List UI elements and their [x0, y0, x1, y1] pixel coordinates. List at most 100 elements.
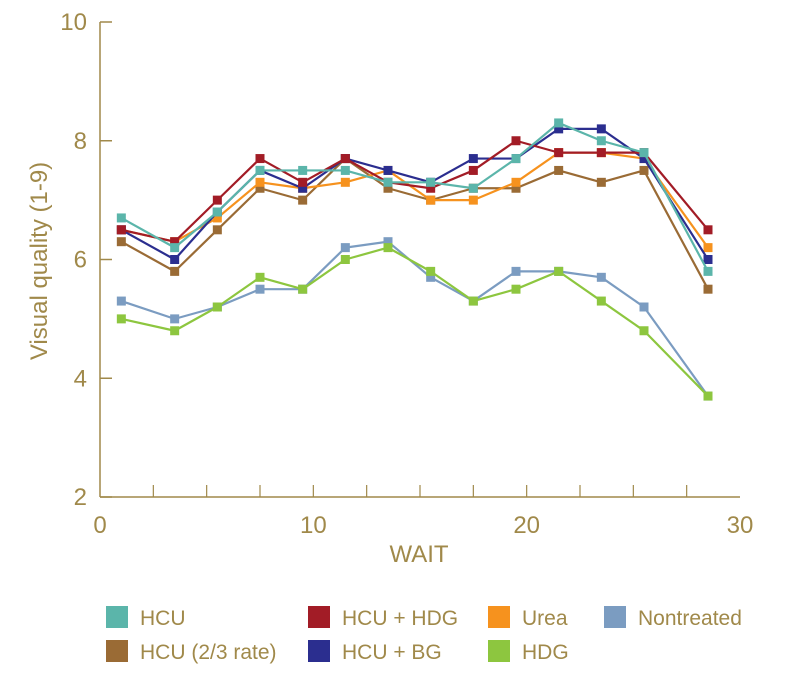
axes: 2 4 6 8 10 0 10 20 30: [60, 9, 753, 539]
data-point: [212, 225, 222, 235]
legend-label: HCU + BG: [342, 641, 442, 664]
y-tick-label: 10: [60, 9, 87, 36]
data-point: [383, 177, 393, 187]
data-point: [468, 183, 478, 193]
data-point: [340, 243, 350, 253]
legend-item-hcu-2-3-rate: HCU (2/3 rate): [106, 640, 277, 664]
data-point: [383, 183, 393, 193]
data-point: [426, 272, 436, 282]
data-point: [298, 284, 308, 294]
data-point: [298, 177, 308, 187]
data-point: [703, 225, 713, 235]
legend: HCU HCU + HDG Urea Nontreated HCU (2/3 rate)…: [106, 606, 742, 664]
series-line: [121, 139, 709, 243]
data-point: [116, 296, 126, 306]
data-point: [116, 314, 126, 324]
data-point: [639, 302, 649, 312]
series-line: [120, 240, 709, 397]
data-point: [468, 154, 478, 164]
legend-swatch: [488, 640, 510, 662]
axis-labels: WAIT Visual quality (1-9): [26, 162, 449, 568]
x-tick-label: 30: [727, 512, 754, 539]
data-point: [298, 183, 308, 193]
data-point: [170, 314, 180, 324]
legend-label: Nontreated: [638, 607, 742, 630]
y-tick-label: 4: [74, 365, 87, 392]
data-point: [703, 391, 713, 401]
data-point: [703, 243, 713, 253]
data-point: [511, 266, 521, 276]
data-point: [170, 237, 180, 247]
legend-label: HCU (2/3 rate): [140, 641, 277, 664]
y-tick-label: 8: [74, 128, 87, 155]
x-tick-label: 10: [300, 512, 327, 539]
series-hcu: [116, 118, 713, 276]
data-point: [255, 272, 265, 282]
data-point: [468, 195, 478, 205]
series-urea: [116, 148, 713, 253]
data-point: [212, 195, 222, 205]
data-point: [639, 326, 649, 336]
data-point: [170, 266, 180, 276]
legend-item-hcu: HCU: [106, 606, 186, 630]
data-point: [255, 177, 265, 187]
data-point: [554, 266, 564, 276]
data-point: [116, 213, 126, 223]
legend-item-nontreated: Nontreated: [604, 606, 742, 630]
data-point: [596, 272, 606, 282]
legend-item-urea: Urea: [488, 606, 568, 630]
data-point: [554, 165, 564, 175]
series-line: [120, 121, 709, 272]
data-point: [170, 255, 180, 264]
data-point: [340, 177, 350, 187]
data-point: [596, 136, 606, 146]
data-point: [255, 165, 265, 175]
data-point: [511, 154, 521, 164]
data-point: [426, 195, 436, 205]
data-point: [116, 237, 126, 247]
data-point: [340, 165, 350, 175]
data-point: [511, 183, 521, 193]
x-axis-title: WAIT: [389, 541, 448, 568]
data-point: [340, 154, 350, 164]
data-point: [340, 255, 350, 264]
data-point: [639, 154, 649, 164]
data-point: [468, 296, 478, 306]
legend-swatch: [604, 606, 626, 628]
legend-item-hcu-hdg: HCU + HDG: [308, 606, 458, 630]
data-point: [554, 148, 564, 158]
legend-label: Urea: [522, 607, 568, 630]
data-point: [511, 177, 521, 187]
data-point: [596, 148, 606, 158]
data-point: [554, 118, 564, 128]
data-point: [639, 148, 649, 158]
data-point: [554, 124, 564, 134]
series-hcu-hdg: [116, 136, 713, 247]
data-point: [426, 177, 436, 187]
series-layer: [116, 118, 713, 401]
legend-item-hdg: HDG: [488, 640, 569, 664]
x-tick-label: 20: [513, 512, 540, 539]
data-point: [596, 124, 606, 134]
legend-swatch: [308, 640, 330, 662]
data-point: [468, 165, 478, 175]
data-point: [298, 165, 308, 175]
legend-swatch: [106, 606, 128, 628]
data-point: [383, 165, 393, 175]
data-point: [212, 207, 222, 217]
data-point: [703, 284, 713, 294]
y-axis-title: Visual quality (1-9): [26, 162, 53, 360]
data-point: [298, 195, 308, 205]
series-line: [120, 127, 709, 261]
data-point: [212, 302, 222, 312]
legend-label: HCU + HDG: [342, 607, 458, 630]
legend-swatch: [106, 640, 128, 662]
data-point: [426, 183, 436, 193]
y-tick-label: 6: [74, 247, 87, 274]
data-point: [116, 225, 126, 235]
data-point: [596, 296, 606, 306]
data-point: [170, 326, 180, 336]
legend-label: HCU: [140, 607, 186, 630]
series-line: [121, 246, 709, 397]
